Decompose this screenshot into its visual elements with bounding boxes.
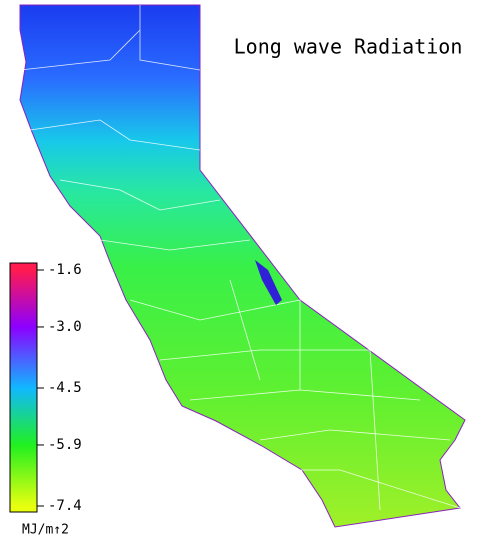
california	[19, 4, 466, 528]
map-title: Long wave Radiation	[234, 35, 463, 59]
colorbar-tick-label: -5.9	[48, 437, 82, 453]
colorbar-tick-label: -7.4	[48, 498, 82, 514]
colorbar-tick-label: -3.0	[48, 319, 82, 335]
lake	[255, 260, 282, 305]
colorbar	[9, 262, 38, 513]
colorbar-tick-label: -4.5	[48, 380, 82, 396]
colorbar-tick-label: -1.6	[48, 262, 82, 278]
colorbar-unit: MJ/m↑2	[22, 523, 69, 538]
